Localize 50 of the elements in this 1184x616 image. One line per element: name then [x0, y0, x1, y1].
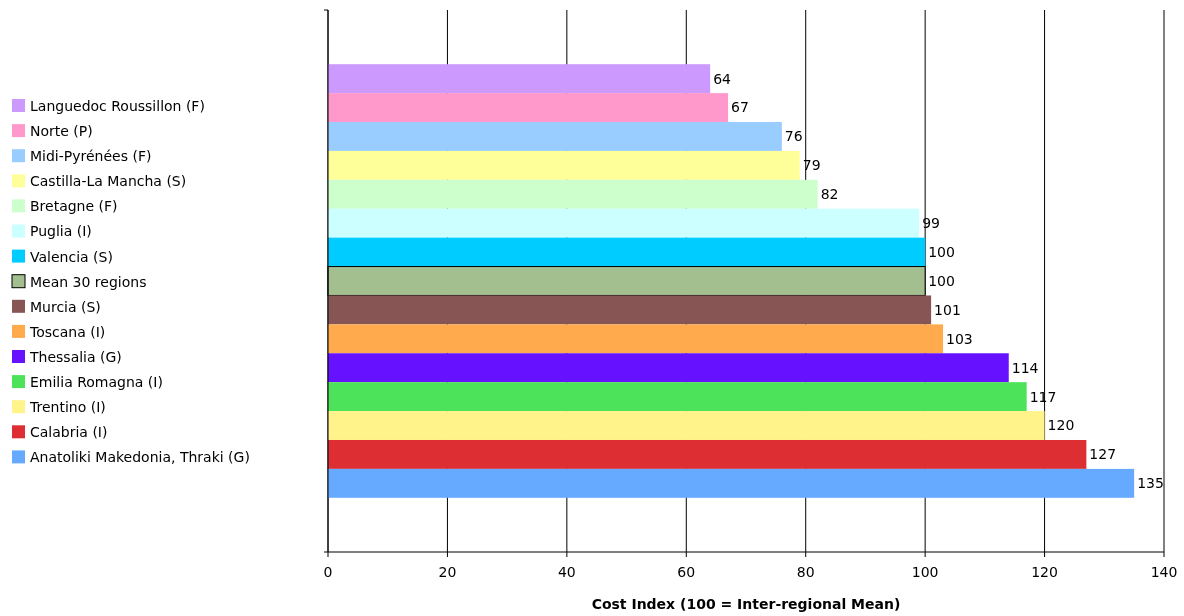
x-tick-label: 80 [796, 564, 815, 580]
legend-label: Valencia (S) [30, 248, 113, 265]
bar [328, 208, 920, 238]
x-tick-label: 40 [557, 564, 576, 580]
x-tick-label: 100 [911, 564, 939, 580]
legend-label: Castilla-La Mancha (S) [30, 173, 187, 190]
x-tick-label: 0 [323, 564, 333, 580]
bar [328, 122, 782, 151]
legend-label: Anatoliki Makedonia, Thraki (G) [30, 449, 250, 466]
legend-label: Puglia (I) [30, 223, 92, 240]
data-label: 127 [1089, 446, 1117, 463]
legend-label: Mean 30 regions [30, 273, 147, 290]
legend-label: Bretagne (F) [30, 198, 118, 215]
x-tick-label: 120 [1031, 564, 1058, 580]
x-tick-label: 140 [1150, 564, 1178, 580]
bar [328, 295, 932, 325]
data-label: 100 [928, 272, 955, 289]
bar [328, 382, 1027, 412]
x-tick-label: 20 [438, 564, 457, 580]
legend-label: Emilia Romagna (I) [30, 374, 163, 390]
legend-label: Toscana (I) [29, 323, 106, 340]
data-label: 64 [713, 70, 732, 87]
data-label: 135 [1137, 475, 1164, 492]
bar [328, 324, 944, 354]
data-label: 67 [731, 99, 749, 116]
x-tick-label: 60 [677, 564, 696, 580]
bar [328, 179, 818, 209]
bar [328, 93, 729, 123]
legend-label: Norte (P) [30, 123, 93, 139]
bar [328, 468, 1135, 498]
bar [328, 150, 800, 180]
data-label: 114 [1011, 359, 1039, 376]
bar [328, 237, 926, 267]
legend-label: Midi-Pyrénées (F) [30, 148, 152, 165]
data-label: 103 [946, 330, 973, 347]
data-label: 76 [784, 128, 803, 145]
x-axis-title: Cost Index (100 = Inter-regional Mean) [591, 596, 901, 612]
bar [328, 353, 1009, 383]
legend-label: Thessalia (G) [29, 348, 122, 365]
legend-label: Languedoc Roussillon (F) [30, 97, 205, 114]
legend-label: Trentino (I) [29, 399, 106, 416]
bar [328, 411, 1045, 440]
data-label: 82 [820, 186, 839, 203]
data-label: 100 [928, 243, 955, 260]
data-label: 101 [934, 301, 961, 318]
bar [328, 64, 711, 94]
bar [328, 439, 1087, 469]
legend-label: Calabria (I) [30, 424, 108, 441]
legend-label: Murcia (S) [30, 298, 101, 315]
data-label: 120 [1047, 417, 1075, 434]
